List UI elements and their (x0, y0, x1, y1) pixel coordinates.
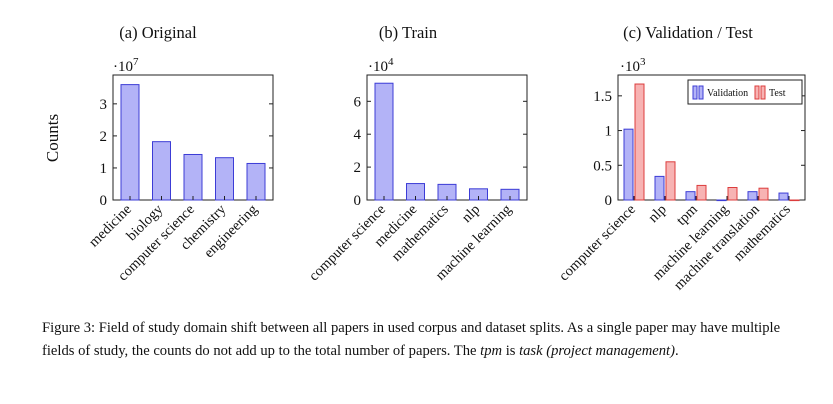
legend-label: Test (769, 88, 786, 99)
bar (120, 84, 140, 201)
caption-is: is (505, 342, 516, 359)
y-tick-label: 3 (100, 97, 108, 113)
bar-test (727, 187, 738, 201)
caption-tpm: tpm (480, 342, 503, 359)
scale-exponent: 4 (388, 56, 394, 68)
x-tick-label: medicine (86, 202, 135, 251)
bar-validation (623, 128, 634, 201)
caption-text: Field of study domain shift between all … (42, 320, 781, 359)
chart-title: (a) Original (119, 23, 197, 42)
y-tick-label: 6 (354, 94, 362, 110)
axes-frame (617, 74, 806, 201)
y-tick-label: 1 (605, 124, 613, 140)
figure-caption: Figure 3: Field of study domain shift be… (42, 317, 812, 362)
scale-base: ·10 (620, 59, 640, 75)
caption-label: Figure 3: (42, 320, 96, 336)
y-tick-label: 0 (100, 193, 108, 209)
legend-swatch (760, 85, 766, 100)
y-tick-label: 1 (100, 161, 108, 177)
bar-validation (778, 192, 789, 201)
y-tick-label: 2 (354, 160, 362, 176)
scale-factor: ·104 (368, 56, 394, 75)
chart-title: (c) Validation / Test (623, 23, 753, 42)
bar-test (758, 187, 769, 201)
bar-validation (654, 175, 665, 201)
scale-exponent: 3 (640, 56, 646, 68)
x-tick-label: nlp (645, 202, 669, 226)
legend-label: Validation (707, 88, 748, 99)
chart-2: (c) Validation / Test ·103 0 0.5 1 1.5 compute… (556, 23, 806, 293)
legend-swatch (698, 85, 704, 100)
scale-base: ·10 (368, 59, 388, 75)
scale-exponent: 7 (133, 56, 139, 68)
y-tick-label: 0.5 (593, 158, 612, 174)
bar-test (789, 199, 800, 202)
y-tick-label: 1.5 (593, 89, 612, 105)
y-tick-label: 4 (354, 127, 362, 143)
bar (183, 153, 203, 201)
x-tick-label: computer science (556, 202, 639, 285)
y-axis-label: Counts (43, 114, 62, 162)
legend-swatch (692, 85, 698, 100)
bar (215, 157, 234, 201)
scale-base: ·10 (113, 59, 133, 75)
y-tick-label: 0 (354, 193, 362, 209)
figure: Counts (a) Original ·107 0 1 2 3 medicine biolo… (43, 23, 806, 293)
bar (152, 141, 171, 201)
y-tick-label: 0 (605, 193, 613, 209)
scale-factor: ·103 (620, 56, 646, 75)
legend-swatch (754, 85, 760, 100)
charts-svg: Counts (a) Original·1070123medicinebiolo… (43, 23, 806, 293)
bar-validation (716, 199, 727, 202)
bar-test (696, 184, 707, 201)
y-tick-label: 2 (100, 129, 108, 145)
legend-box (687, 79, 803, 105)
bar (374, 82, 394, 201)
bar-test (634, 83, 645, 201)
bar-validation (747, 191, 758, 201)
x-tick-label: nlp (459, 202, 483, 226)
caption-tpm-expansion: task (project management) (519, 342, 675, 359)
bar (246, 162, 266, 201)
chart-title: (b) Train (379, 23, 437, 42)
caption-end: . (674, 342, 679, 359)
scale-factor: ·107 (113, 56, 139, 75)
bar-test (665, 161, 676, 201)
bar-validation (685, 191, 696, 201)
chart-0: (a) Original·1070123medicinebiologycompu… (86, 23, 274, 284)
